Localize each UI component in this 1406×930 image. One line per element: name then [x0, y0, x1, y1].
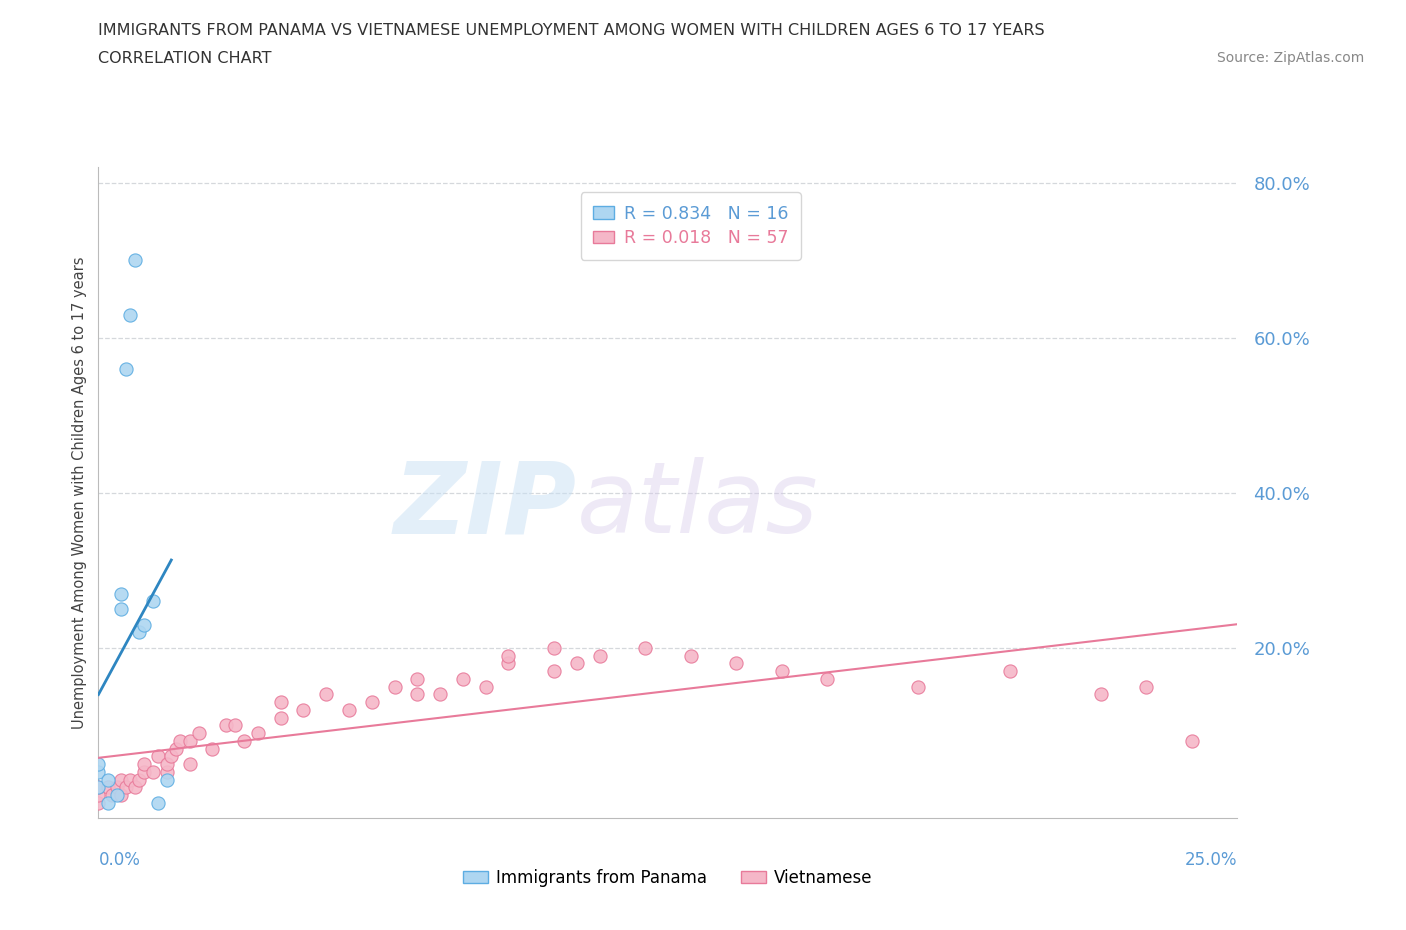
Point [360, 695, 382, 710]
Point [128, 625, 150, 640]
Point [543, 664, 565, 679]
Point [270, 711, 292, 725]
Point [142, 594, 165, 609]
Point [337, 702, 360, 717]
Y-axis label: Unemployment Among Women with Children Ages 6 to 17 years: Unemployment Among Women with Children A… [72, 257, 87, 729]
Point [101, 788, 124, 803]
Text: ZIP: ZIP [394, 458, 576, 554]
Point [1135, 679, 1157, 694]
Text: IMMIGRANTS FROM PANAMA VS VIETNAMESE UNEMPLOYMENT AMONG WOMEN WITH CHILDREN AGES: IMMIGRANTS FROM PANAMA VS VIETNAMESE UNE… [98, 23, 1045, 38]
Point [179, 757, 201, 772]
Point [124, 253, 146, 268]
Point [565, 656, 588, 671]
Point [120, 772, 142, 787]
Point [132, 618, 155, 632]
Point [96, 795, 118, 810]
Text: Source: ZipAtlas.com: Source: ZipAtlas.com [1216, 51, 1364, 65]
Point [815, 671, 838, 686]
Point [87, 764, 110, 779]
Text: 0.0%: 0.0% [98, 851, 141, 870]
Point [498, 648, 520, 663]
Point [146, 795, 169, 810]
Point [120, 307, 142, 322]
Point [105, 788, 128, 803]
Point [292, 702, 315, 717]
Point [156, 757, 179, 772]
Point [588, 648, 610, 663]
Point [246, 725, 269, 740]
Point [1181, 734, 1204, 749]
Point [87, 757, 110, 772]
Point [146, 749, 169, 764]
Point [498, 656, 520, 671]
Point [907, 679, 929, 694]
Point [224, 718, 246, 733]
Point [96, 772, 118, 787]
Point [315, 687, 337, 702]
Point [215, 718, 238, 733]
Point [201, 741, 224, 756]
Point [87, 795, 110, 810]
Point [156, 764, 179, 779]
Point [142, 764, 165, 779]
Point [124, 780, 146, 795]
Point [132, 757, 155, 772]
Point [406, 671, 429, 686]
Point [179, 734, 201, 749]
Point [87, 780, 110, 795]
Point [406, 687, 429, 702]
Point [132, 764, 155, 779]
Point [96, 780, 118, 795]
Point [187, 725, 209, 740]
Point [451, 671, 474, 686]
Point [105, 780, 128, 795]
Point [87, 788, 110, 803]
Point [1090, 687, 1112, 702]
Point [114, 780, 136, 795]
Point [114, 362, 136, 377]
Legend: Immigrants from Panama, Vietnamese: Immigrants from Panama, Vietnamese [457, 862, 879, 894]
Point [770, 664, 793, 679]
Point [725, 656, 748, 671]
Point [128, 772, 150, 787]
Point [998, 664, 1021, 679]
Point [474, 679, 496, 694]
Point [110, 586, 132, 601]
Point [429, 687, 451, 702]
Point [233, 734, 256, 749]
Point [634, 641, 657, 656]
Point [87, 780, 110, 795]
Point [110, 772, 132, 787]
Point [110, 788, 132, 803]
Point [384, 679, 406, 694]
Point [160, 749, 183, 764]
Text: 25.0%: 25.0% [1185, 851, 1237, 870]
Legend: R = 0.834   N = 16, R = 0.018   N = 57: R = 0.834 N = 16, R = 0.018 N = 57 [581, 193, 800, 259]
Point [110, 602, 132, 617]
Point [156, 772, 179, 787]
Point [169, 734, 191, 749]
Text: atlas: atlas [576, 458, 818, 554]
Point [165, 741, 187, 756]
Point [679, 648, 702, 663]
Text: CORRELATION CHART: CORRELATION CHART [98, 51, 271, 66]
Point [543, 641, 565, 656]
Point [270, 695, 292, 710]
